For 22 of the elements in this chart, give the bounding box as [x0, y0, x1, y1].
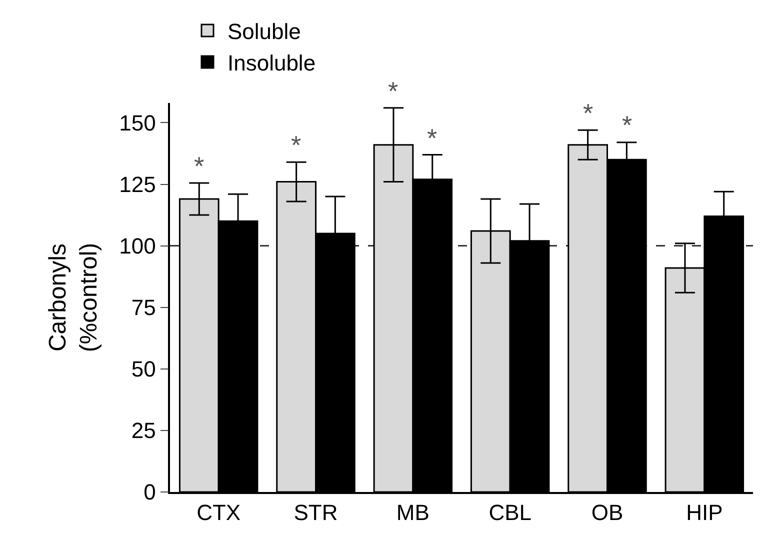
x-tick-label: HIP: [686, 500, 723, 526]
x-tick-label: STR: [294, 500, 338, 526]
y-tick-label: 0: [144, 480, 156, 505]
y-tick-label: 75: [131, 295, 156, 320]
y-tick-label: 25: [131, 418, 156, 444]
x-tick-label: OB: [591, 500, 624, 526]
x-tick-label: CTX: [196, 500, 241, 526]
legend-label: Insoluble: [227, 50, 316, 76]
y-tick-label: 50: [131, 356, 156, 382]
y-axis-title: Carbonyls (%control): [44, 242, 103, 352]
data-label: *: [388, 76, 398, 106]
y-tick-label: 100: [119, 234, 156, 258]
data-label: *: [291, 130, 302, 160]
x-tick-label: CBL: [488, 500, 532, 526]
legend-label: Soluble: [227, 19, 301, 44]
data-label: *: [427, 123, 438, 153]
x-tick-label: MB: [396, 500, 430, 526]
y-tick-label: 125: [119, 172, 156, 197]
data-label: *: [583, 98, 594, 128]
y-tick-label: 150: [119, 110, 156, 136]
data-label: *: [194, 151, 204, 181]
data-label: *: [622, 110, 632, 140]
